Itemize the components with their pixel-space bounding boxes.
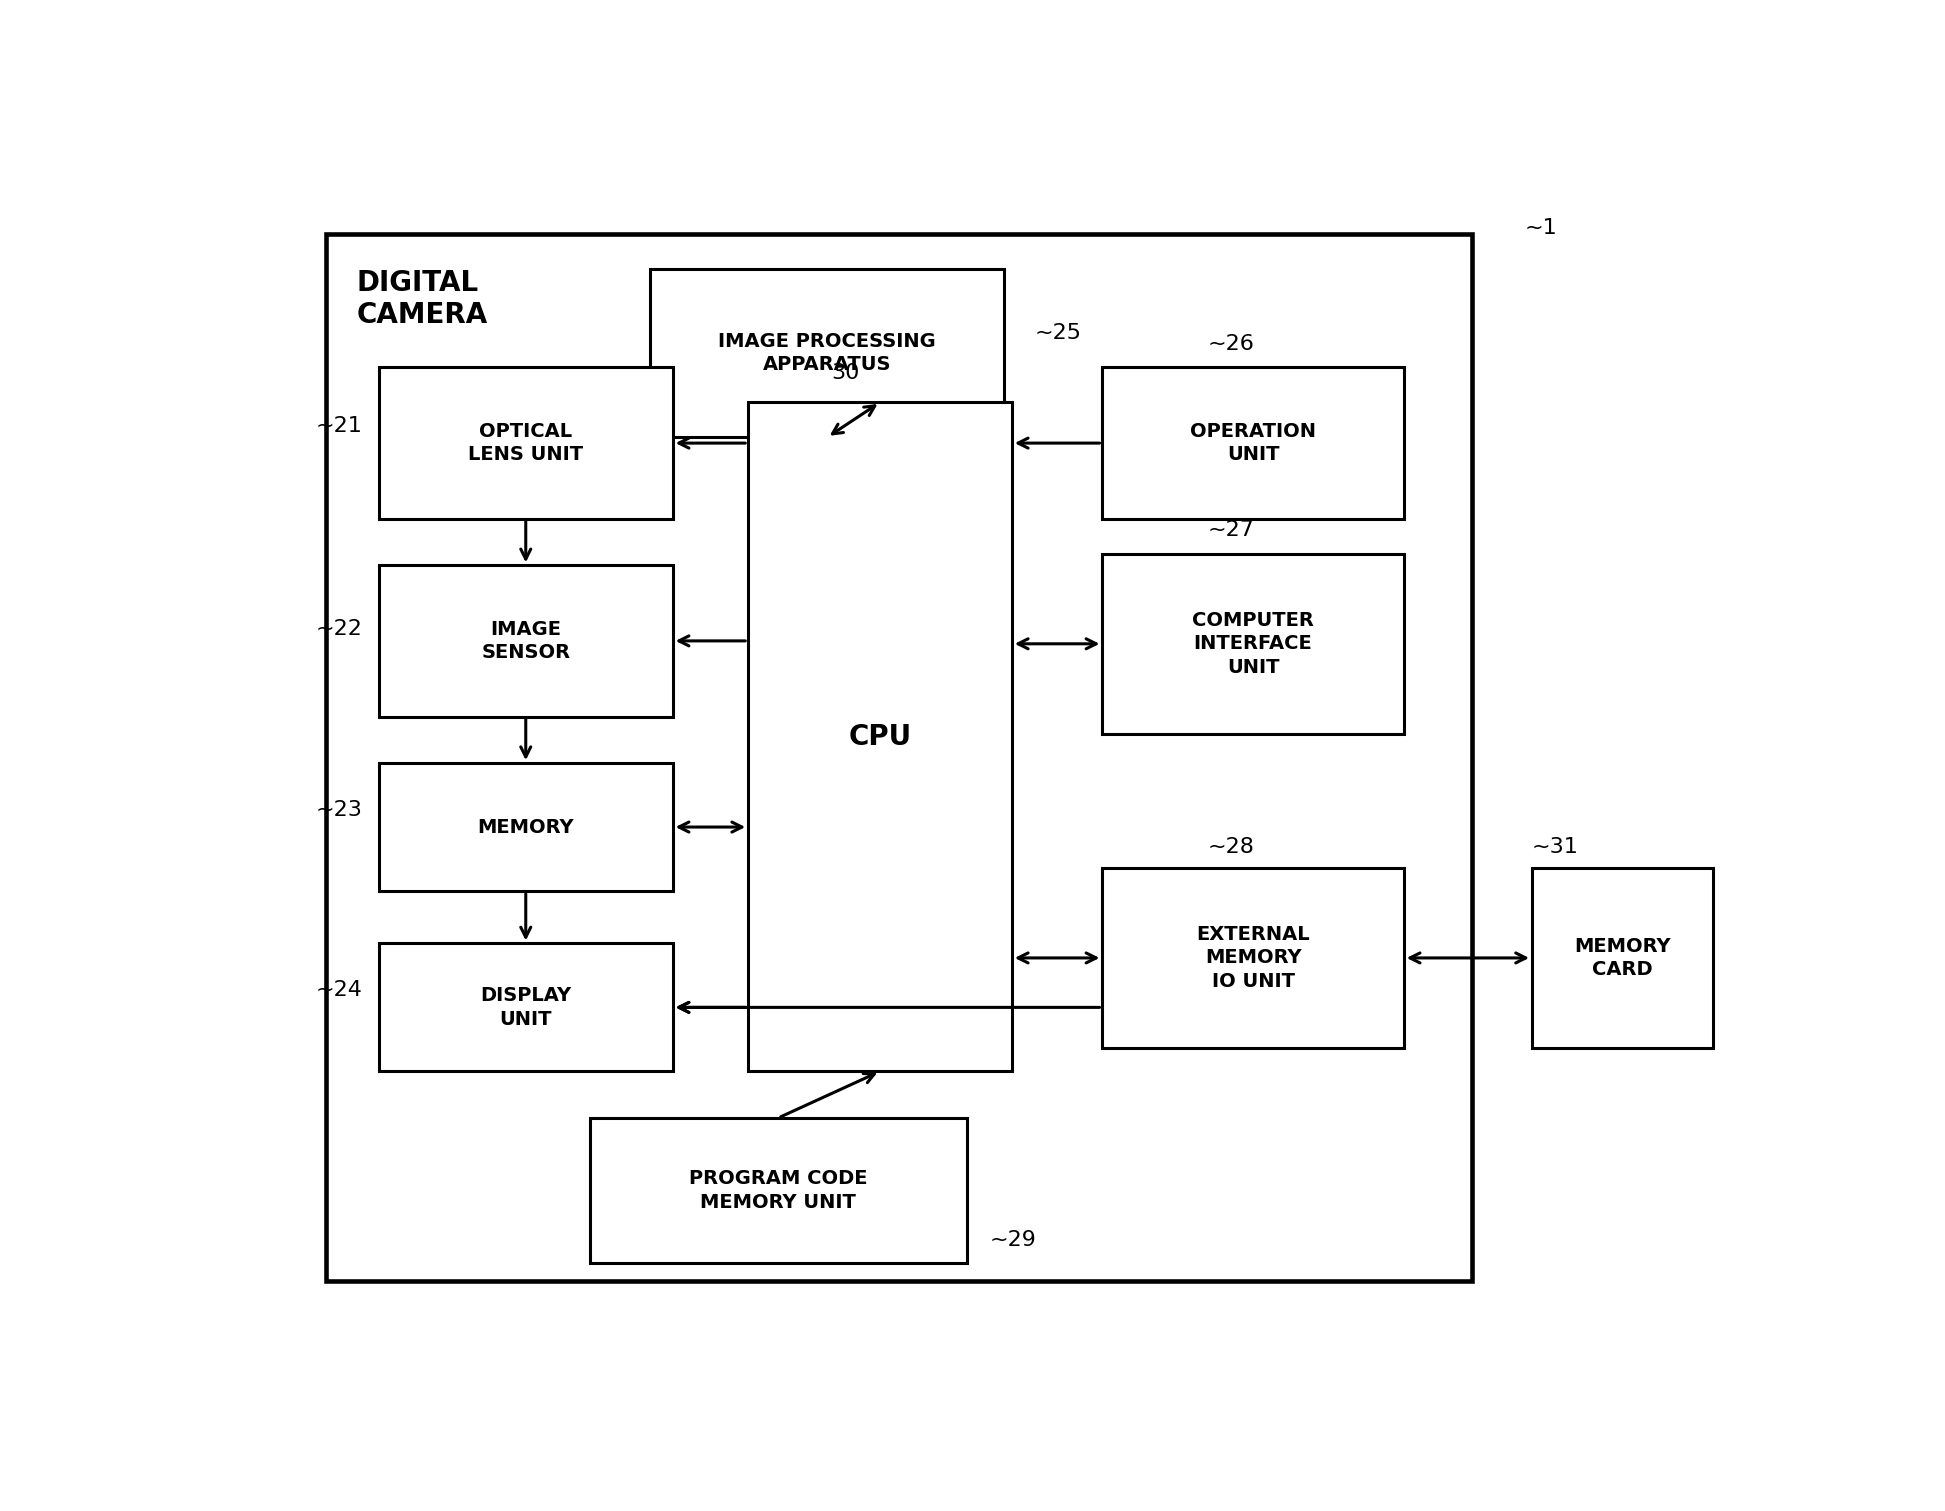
Bar	[1103, 367, 1404, 518]
Bar	[1533, 867, 1714, 1049]
Text: OPTICAL
LENS UNIT: OPTICAL LENS UNIT	[469, 422, 584, 464]
Text: 30: 30	[831, 363, 860, 384]
Text: ~1: ~1	[1525, 218, 1558, 237]
Text: ~25: ~25	[1035, 322, 1081, 343]
Text: OPERATION
UNIT: OPERATION UNIT	[1190, 422, 1317, 464]
Text: COMPUTER
INTERFACE
UNIT: COMPUTER INTERFACE UNIT	[1192, 610, 1315, 677]
Text: ~23: ~23	[315, 799, 362, 819]
Text: ~31: ~31	[1533, 837, 1579, 857]
Text: DISPLAY
UNIT: DISPLAY UNIT	[480, 987, 572, 1029]
Text: ~22: ~22	[315, 620, 362, 639]
Text: MEMORY
CARD: MEMORY CARD	[1574, 937, 1671, 979]
Bar	[749, 402, 1011, 1071]
Text: ~29: ~29	[990, 1230, 1037, 1250]
Bar	[379, 763, 673, 891]
Text: MEMORY: MEMORY	[477, 817, 574, 837]
Bar	[379, 565, 673, 716]
Text: EXTERNAL
MEMORY
IO UNIT: EXTERNAL MEMORY IO UNIT	[1196, 925, 1309, 991]
Bar	[379, 367, 673, 518]
Text: ~21: ~21	[315, 416, 362, 435]
Bar	[327, 234, 1472, 1281]
Text: CPU: CPU	[848, 722, 912, 751]
Bar	[379, 943, 673, 1071]
Bar	[1103, 553, 1404, 734]
Text: ~27: ~27	[1208, 520, 1255, 541]
Text: ~26: ~26	[1208, 334, 1255, 354]
Text: DIGITAL
CAMERA: DIGITAL CAMERA	[356, 269, 488, 329]
Text: IMAGE
SENSOR: IMAGE SENSOR	[480, 620, 570, 662]
Text: ~28: ~28	[1208, 837, 1255, 857]
Bar	[1103, 867, 1404, 1049]
Bar	[650, 269, 1004, 437]
Text: PROGRAM CODE
MEMORY UNIT: PROGRAM CODE MEMORY UNIT	[689, 1170, 867, 1212]
Bar	[589, 1118, 967, 1263]
Text: IMAGE PROCESSING
APPARATUS: IMAGE PROCESSING APPARATUS	[718, 332, 936, 375]
Text: ~24: ~24	[315, 981, 362, 1000]
